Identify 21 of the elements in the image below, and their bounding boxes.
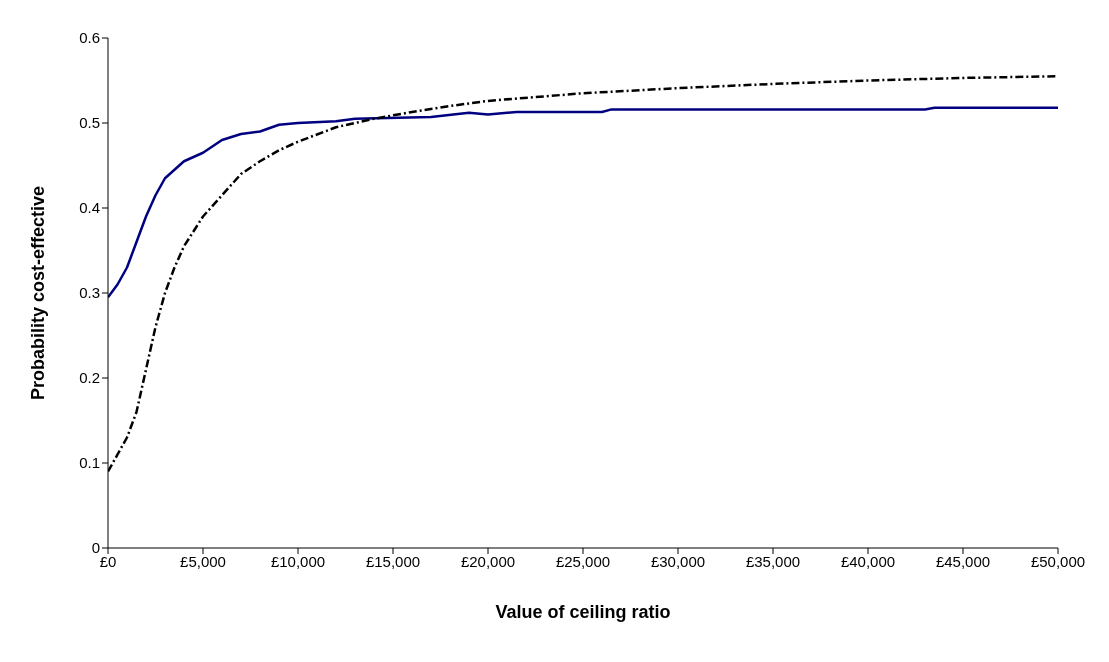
x-tick-label: £20,000 [460, 552, 516, 570]
x-tick-label: £0 [99, 552, 117, 570]
y-tick-label: 0.4 [79, 199, 100, 217]
x-tick-label: £25,000 [555, 552, 611, 570]
y-axis-title: Probability cost-effective [28, 185, 49, 401]
y-tick-label: 0.5 [79, 114, 100, 132]
line-series [108, 106, 1058, 299]
x-tick-label: £5,000 [180, 552, 226, 570]
x-tick-label: £10,000 [270, 552, 326, 570]
y-tick-label: 0 [91, 539, 100, 557]
y-tick-label: 0.2 [79, 369, 100, 387]
x-tick-label: £50,000 [1030, 552, 1086, 570]
x-tick-label: £30,000 [650, 552, 706, 570]
x-tick-label: £45,000 [935, 552, 991, 570]
y-tick-label: 0.3 [79, 284, 100, 302]
x-axis-title: Value of ceiling ratio [495, 602, 671, 622]
x-tick-label: £40,000 [840, 552, 896, 570]
y-tick-label: 0.6 [79, 29, 100, 47]
y-tick-label: 0.1 [79, 454, 100, 472]
x-tick-label: £15,000 [365, 552, 421, 570]
x-tick-label: £35,000 [745, 552, 801, 570]
